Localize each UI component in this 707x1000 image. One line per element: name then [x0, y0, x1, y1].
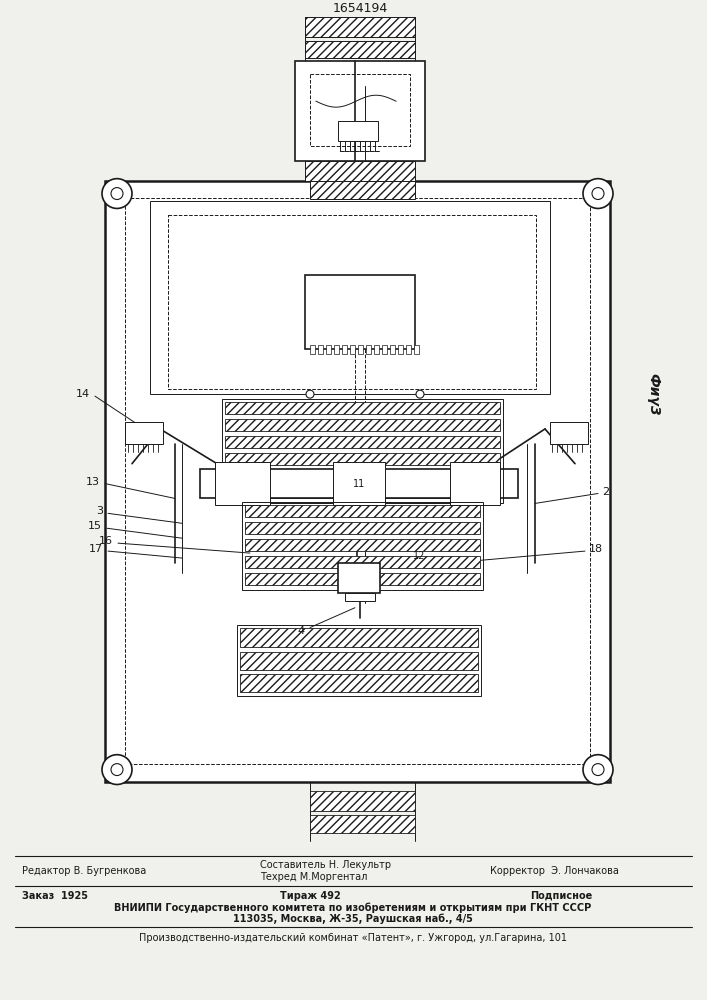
Bar: [200, 469, 518, 498]
Circle shape: [583, 179, 613, 208]
Bar: [225, 402, 500, 414]
Bar: [310, 791, 415, 811]
Bar: [550, 422, 588, 444]
Bar: [245, 522, 480, 534]
Text: 11: 11: [353, 479, 365, 489]
Bar: [225, 436, 500, 448]
Bar: [334, 345, 339, 354]
Bar: [305, 275, 415, 349]
Bar: [345, 593, 375, 601]
Circle shape: [102, 179, 132, 208]
Bar: [240, 652, 478, 670]
Bar: [245, 556, 480, 568]
Text: 2: 2: [602, 487, 609, 497]
Text: 12: 12: [413, 551, 426, 561]
Bar: [168, 215, 536, 389]
Bar: [225, 453, 500, 465]
Text: ВНИИПИ Государственного комитета по изобретениям и открытиям при ГКНТ СССР: ВНИИПИ Государственного комитета по изоб…: [115, 903, 592, 913]
Bar: [342, 345, 347, 354]
Text: Корректор  Э. Лончакова: Корректор Э. Лончакова: [490, 866, 619, 876]
Text: 14: 14: [76, 389, 90, 399]
Bar: [326, 345, 331, 354]
Bar: [242, 502, 483, 590]
Text: 3: 3: [96, 506, 103, 516]
Text: 113035, Москва, Ж-35, Раушская наб., 4/5: 113035, Москва, Ж-35, Раушская наб., 4/5: [233, 914, 473, 924]
Text: 18: 18: [589, 544, 603, 554]
Bar: [237, 625, 481, 696]
Text: 17: 17: [89, 544, 103, 554]
Bar: [414, 345, 419, 354]
Text: Производственно-издательский комбинат «Патент», г. Ужгород, ул.Гагарина, 101: Производственно-издательский комбинат «П…: [139, 933, 567, 943]
Text: Техред М.Моргентал: Техред М.Моргентал: [260, 872, 368, 882]
Bar: [295, 61, 425, 161]
Bar: [225, 487, 500, 498]
Text: 16: 16: [99, 536, 113, 546]
Text: Подписное: Подписное: [530, 891, 592, 901]
Bar: [125, 422, 163, 444]
Circle shape: [583, 755, 613, 784]
Bar: [318, 345, 323, 354]
Circle shape: [592, 188, 604, 200]
Bar: [305, 161, 415, 181]
Bar: [450, 462, 500, 505]
Bar: [338, 121, 378, 141]
Bar: [305, 41, 415, 58]
Bar: [406, 345, 411, 354]
Bar: [374, 345, 379, 354]
Bar: [350, 345, 355, 354]
Text: 15: 15: [88, 521, 102, 531]
Text: Заказ  1925: Заказ 1925: [22, 891, 88, 901]
Text: Фиγ3: Фиγ3: [646, 373, 660, 415]
Bar: [245, 505, 480, 517]
Bar: [310, 74, 410, 146]
Bar: [215, 462, 270, 505]
Bar: [105, 181, 610, 782]
Bar: [150, 201, 550, 394]
Circle shape: [358, 293, 382, 317]
Bar: [358, 345, 363, 354]
Text: Тираж 492: Тираж 492: [280, 891, 340, 901]
Bar: [222, 399, 503, 503]
Bar: [225, 470, 500, 482]
Circle shape: [111, 188, 123, 200]
Bar: [333, 462, 385, 505]
Bar: [125, 198, 590, 764]
Bar: [366, 345, 371, 354]
Bar: [245, 539, 480, 551]
Circle shape: [111, 764, 123, 776]
Bar: [225, 419, 500, 431]
Text: 1654194: 1654194: [332, 2, 387, 15]
Circle shape: [306, 390, 314, 398]
Circle shape: [323, 293, 347, 317]
Circle shape: [331, 301, 339, 309]
Circle shape: [416, 390, 424, 398]
Text: 13: 13: [86, 477, 100, 487]
Bar: [245, 573, 480, 585]
Bar: [382, 345, 387, 354]
Bar: [310, 345, 315, 354]
Bar: [310, 181, 415, 199]
Text: Редактор В. Бугренкова: Редактор В. Бугренкова: [22, 866, 146, 876]
Bar: [240, 628, 478, 647]
Circle shape: [592, 764, 604, 776]
Bar: [240, 674, 478, 692]
Text: Составитель Н. Лекультр: Составитель Н. Лекультр: [260, 860, 391, 870]
Bar: [338, 563, 380, 593]
Text: 4: 4: [298, 626, 305, 636]
Bar: [310, 815, 415, 833]
Bar: [390, 345, 395, 354]
Circle shape: [102, 755, 132, 784]
Bar: [305, 17, 415, 37]
Circle shape: [366, 301, 374, 309]
Bar: [398, 345, 403, 354]
